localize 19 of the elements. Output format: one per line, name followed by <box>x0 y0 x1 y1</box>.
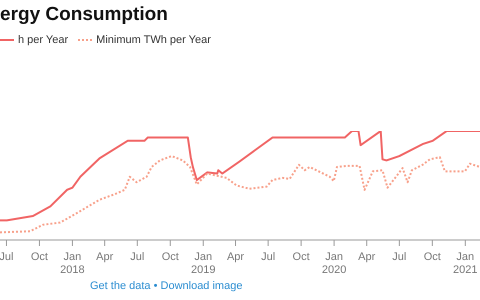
x-tick-label: Oct <box>424 251 441 263</box>
x-tick-label: Jul <box>0 251 14 263</box>
x-tick-label: Apr <box>226 251 244 263</box>
x-tick-label: Apr <box>96 251 114 263</box>
x-tick-label: Jan 2021 <box>453 251 478 276</box>
x-tick-label: Oct <box>292 251 310 263</box>
x-tick-label: Jan 2019 <box>191 251 216 276</box>
chart-title: ergy Consumption <box>0 4 168 26</box>
x-tick-label: Jul <box>392 251 406 263</box>
legend-label: h per Year <box>18 34 68 46</box>
x-tick-label: Apr <box>358 251 376 263</box>
text: Get the data • Download image <box>90 280 242 292</box>
x-tick-label: Oct <box>162 251 179 263</box>
legend-label: Minimum TWh per Year <box>96 34 211 46</box>
x-tick-label: Jan 2020 <box>322 251 346 276</box>
x-tick-label: Jan 2018 <box>60 251 85 276</box>
x-tick-label: Oct <box>30 251 48 263</box>
x-tick-label: Jul <box>130 251 144 263</box>
x-tick-label: Jul <box>261 251 276 263</box>
